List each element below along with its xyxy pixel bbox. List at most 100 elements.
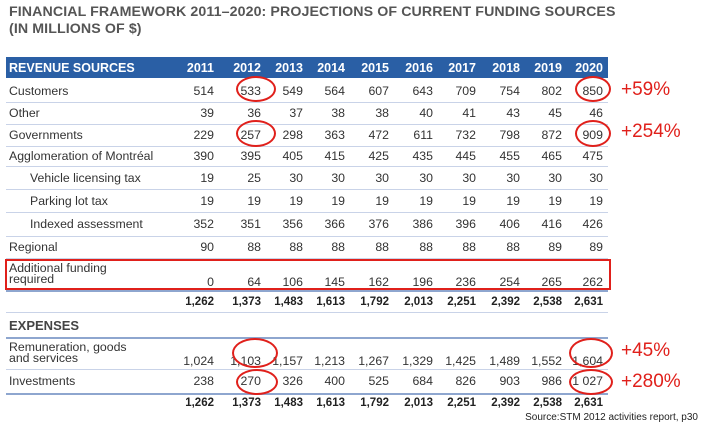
header-year-2019: 2019 [534, 60, 562, 75]
remuneration-row: Remuneration, goods and services 1,024 1,10… [6, 337, 608, 370]
revenue-cell-2016: 611 [413, 128, 433, 142]
revenue-cell-2011: 39 [200, 106, 214, 120]
revenue-cell-2013: 549 [282, 84, 303, 98]
revenue-cell-2011: 514 [193, 84, 214, 98]
revenue-cell-2012: 25 [247, 170, 261, 185]
header-year-2013: 2013 [275, 60, 303, 75]
header-year-2020: 2020 [575, 60, 603, 75]
expenses-section-row: EXPENSES [6, 313, 608, 339]
title-line-1: FINANCIAL FRAMEWORK 2011–2020: PROJECTIO… [9, 4, 616, 20]
growth-annotation-customers: +59% [621, 79, 671, 100]
header-year-2018: 2018 [492, 60, 520, 75]
investments-cell-2016: 684 [412, 374, 433, 388]
additional-funding-highlight-box [5, 259, 611, 290]
growth-annotation-governments: +254% [621, 121, 681, 142]
revenue-row-label: Other [9, 106, 40, 120]
additional-cell-2013: 106 [282, 275, 303, 289]
revenue-cell-2020: 89 [589, 240, 603, 254]
revenue-cell-2017: 445 [455, 149, 476, 163]
revenue-cell-2019: 30 [548, 170, 562, 185]
revenue-row-label: Indexed assessment [30, 217, 143, 231]
remuneration-cell-2018: 1,489 [489, 354, 520, 368]
remuneration-cell-2012: 1,103 [230, 354, 261, 368]
revenue-cell-2013: 30 [289, 170, 303, 185]
expenses-heading: EXPENSES [9, 317, 80, 333]
revenue-cell-2011: 352 [193, 217, 214, 231]
revenue-total-2020: 2,631 [574, 296, 603, 308]
revenue-cell-2018: 43 [506, 106, 520, 120]
revenue-cell-2020: 850 [582, 84, 603, 98]
revenue-cell-2014: 363 [324, 128, 345, 142]
expenses-total-2014: 1,613 [316, 397, 345, 409]
revenue-cell-2018: 754 [499, 84, 520, 98]
revenue-cell-2017: 41 [462, 106, 476, 120]
revenue-cell-2015: 38 [375, 106, 389, 120]
title-line-2: (IN MILLIONS OF $) [9, 21, 142, 37]
header-year-2015: 2015 [361, 60, 389, 75]
revenue-cell-2019: 872 [541, 128, 562, 142]
additional-cell-2012: 64 [247, 275, 261, 289]
revenue-cell-2016: 88 [419, 240, 433, 254]
investments-cell-2017: 826 [455, 374, 476, 388]
header-year-2017: 2017 [448, 60, 476, 75]
revenue-cell-2013: 405 [282, 149, 303, 163]
revenue-cell-2013: 88 [289, 240, 303, 254]
revenue-cell-2016: 643 [412, 84, 433, 98]
header-year-2011: 2011 [186, 60, 214, 75]
expenses-total-2018: 2,392 [491, 397, 520, 409]
investments-cell-2018: 903 [499, 374, 520, 388]
remuneration-cell-2014: 1,213 [314, 354, 345, 368]
revenue-row-parking-lot-tax: Parking lot tax 19 19 19 19 19 19 19 19 19 19 [6, 189, 608, 213]
remuneration-cell-2013: 1,157 [272, 354, 303, 368]
additional-cell-2015: 162 [368, 275, 389, 289]
revenue-cell-2017: 709 [455, 84, 476, 98]
revenue-cell-2012: 351 [240, 217, 261, 231]
revenue-cell-2018: 798 [499, 128, 520, 142]
additional-funding-row: Additional funding required 0 64 106 145 162 19… [6, 258, 608, 292]
revenue-row-customers: Customers 514 533 549 564 607 643 709 754 802 850 [6, 80, 608, 103]
expenses-total-2012: 1,373 [232, 397, 261, 409]
additional-cell-2011: 0 [207, 275, 214, 289]
expenses-total-2013: 1,483 [274, 397, 303, 409]
investments-label: Investments [9, 374, 76, 388]
revenue-cell-2017: 732 [455, 128, 476, 142]
revenue-row-label: Regional [9, 240, 58, 254]
expenses-total-2015: 1,792 [360, 397, 389, 409]
revenue-cell-2017: 396 [455, 217, 476, 231]
revenue-cell-2016: 435 [412, 149, 433, 163]
revenue-cell-2018: 19 [506, 193, 520, 208]
investments-cell-2012: 270 [240, 374, 261, 388]
revenue-row-label: Vehicle licensing tax [30, 170, 141, 185]
table-header-row: REVENUE SOURCES 2011 2012 2013 2014 2015 2016 2… [6, 57, 608, 78]
investments-cell-2011: 238 [193, 374, 214, 388]
investments-cell-2013: 326 [282, 374, 303, 388]
revenue-total-2019: 2,538 [533, 296, 562, 308]
revenue-cell-2019: 89 [548, 240, 562, 254]
source-note: Source:STM 2012 activities report, p30 [525, 412, 698, 423]
revenue-total-2015: 1,792 [360, 296, 389, 308]
additional-cell-2016: 196 [412, 275, 433, 289]
additional-cell-2019: 265 [541, 275, 562, 289]
additional-cell-2020: 262 [582, 275, 603, 289]
revenue-cell-2017: 19 [462, 193, 476, 208]
revenue-cell-2013: 19 [289, 193, 303, 208]
revenue-cell-2015: 376 [368, 217, 389, 231]
revenue-cell-2019: 19 [548, 193, 562, 208]
expenses-total-2011: 1,262 [185, 397, 214, 409]
revenue-cell-2014: 415 [324, 149, 345, 163]
revenue-cell-2015: 88 [375, 240, 389, 254]
remuneration-cell-2020: 1,604 [572, 354, 603, 368]
revenue-total-2013: 1,483 [274, 296, 303, 308]
remuneration-cell-2015: 1,267 [358, 354, 389, 368]
revenue-cell-2018: 406 [499, 217, 520, 231]
header-revenue-sources: REVENUE SOURCES [9, 60, 135, 75]
expenses-total-2017: 2,251 [447, 397, 476, 409]
revenue-total-2014: 1,613 [316, 296, 345, 308]
revenue-total-2016: 2,013 [404, 296, 433, 308]
remuneration-cell-2017: 1,425 [445, 354, 476, 368]
investments-cell-2015: 525 [368, 374, 389, 388]
revenue-row-label: Agglomeration of Montréal [9, 149, 154, 163]
revenue-cell-2016: 30 [419, 170, 433, 185]
revenue-cell-2011: 19 [200, 170, 214, 185]
expenses-total-2016: 2,013 [404, 397, 433, 409]
